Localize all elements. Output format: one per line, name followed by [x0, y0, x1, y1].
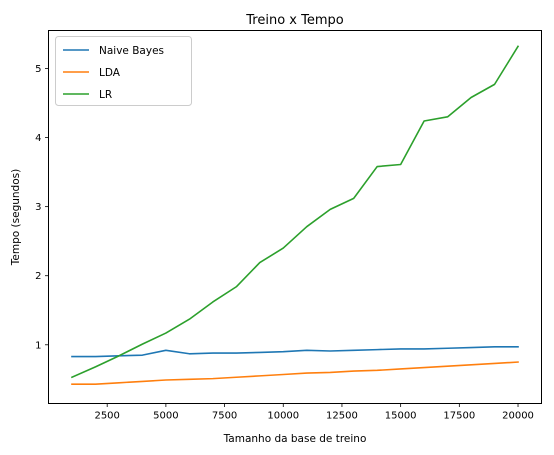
series-line-naive-bayes	[71, 346, 519, 358]
legend-label-lda: LDA	[99, 67, 121, 79]
legend: Naive Bayes LDA LR	[55, 36, 192, 106]
y-tick-label: 1	[35, 340, 41, 351]
legend-label-naive-bayes: Naive Bayes	[99, 45, 164, 57]
legend-box	[55, 36, 192, 106]
y-axis-ticks: 1 2 3 4 5	[35, 64, 49, 351]
x-tick-label: 7500	[212, 411, 237, 422]
series-lines	[70, 45, 520, 385]
series-line-lr	[70, 45, 520, 379]
x-tick-label: 12500	[326, 411, 358, 422]
x-tick-label: 2500	[94, 411, 119, 422]
legend-label-lr: LR	[99, 89, 112, 101]
x-tick-label: 5000	[153, 411, 178, 422]
y-tick-label: 4	[35, 133, 41, 144]
y-tick-label: 3	[35, 202, 41, 213]
x-tick-label: 17500	[443, 411, 475, 422]
y-tick-label: 5	[35, 64, 41, 75]
y-axis-label: Tempo (segundos)	[10, 169, 22, 266]
plot-frame	[48, 30, 542, 404]
x-tick-label: 10000	[267, 411, 299, 422]
plot-area: 2500 5000 7500 10000 12500 15000 17500 20000 1 2…	[35, 30, 542, 422]
chart-title: Treino x Tempo	[245, 13, 343, 28]
x-tick-label: 15000	[385, 411, 417, 422]
x-axis-label: Tamanho da base de treino	[223, 433, 367, 445]
x-axis-ticks: 2500 5000 7500 10000 12500 15000 17500 20000	[94, 403, 534, 422]
y-tick-label: 2	[35, 271, 41, 282]
x-tick-label: 20000	[502, 411, 534, 422]
series-line-lda	[71, 361, 519, 385]
